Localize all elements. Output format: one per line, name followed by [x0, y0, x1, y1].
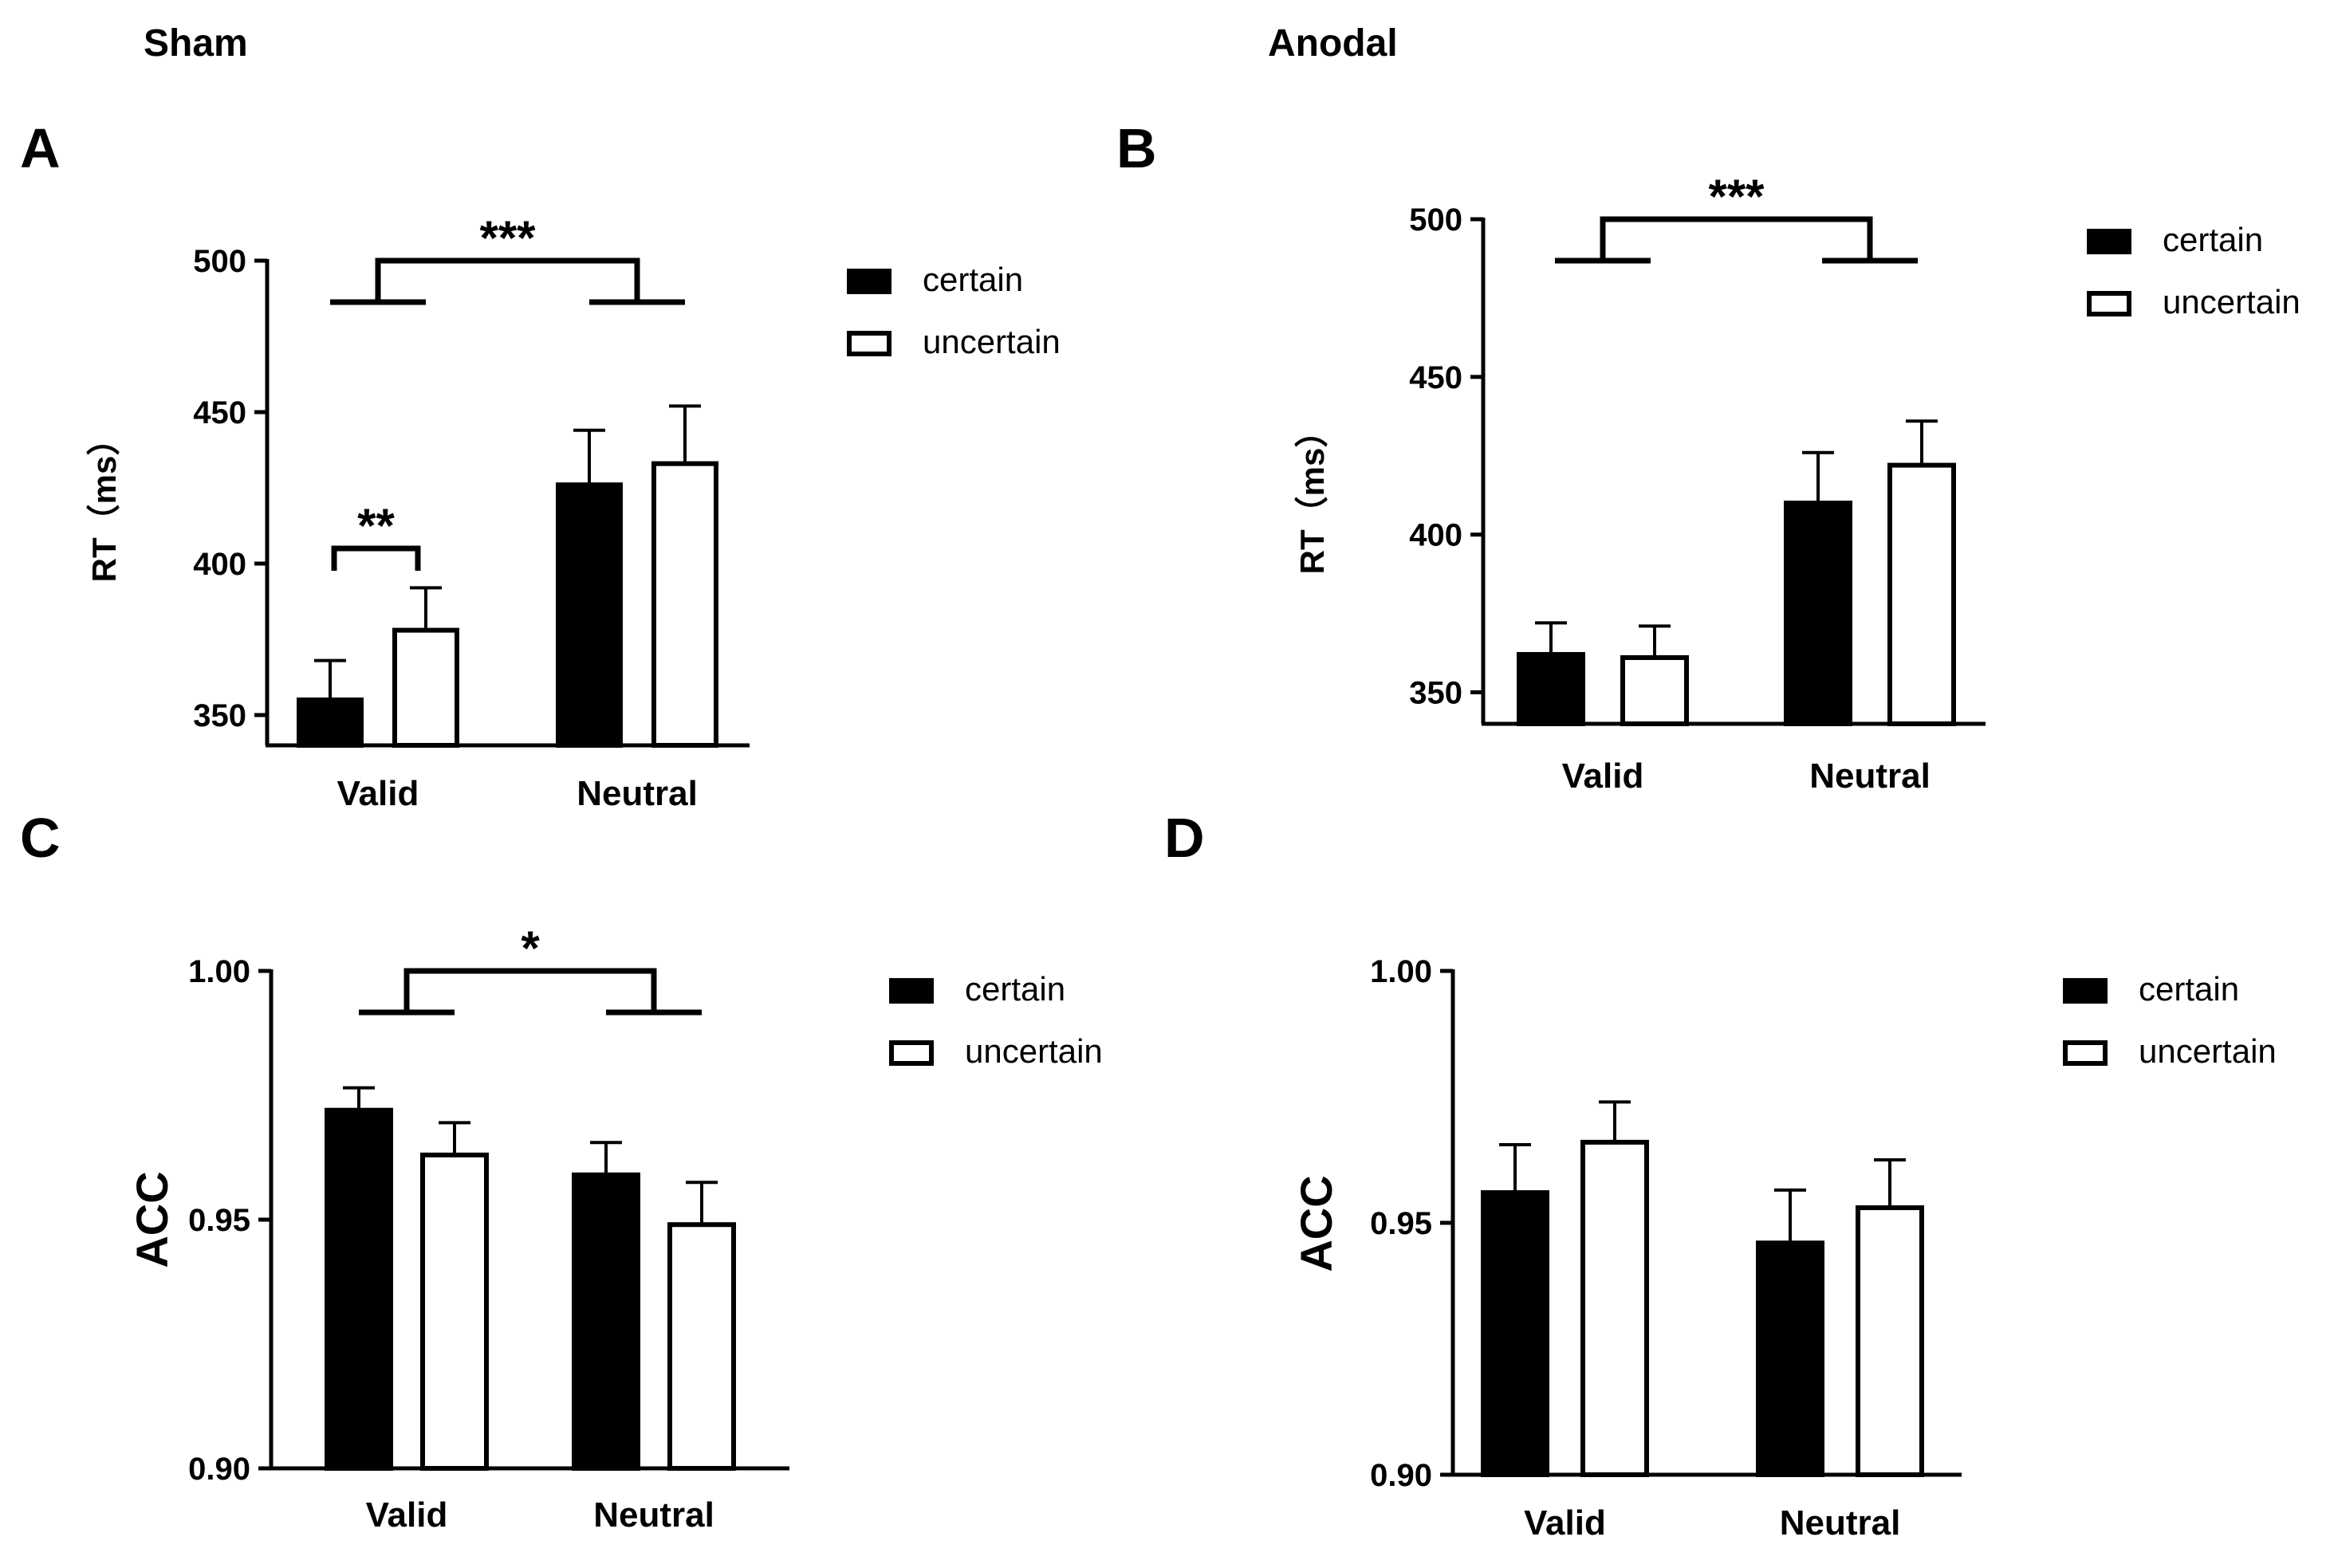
bar-a-uncertain-neutral [651, 461, 718, 748]
condition-title-anodal: Anodal [1268, 22, 1398, 65]
legend-swatch-a-certain [847, 269, 891, 294]
category-label-b: Neutral [1809, 756, 1931, 796]
bar-d-certain-valid [1481, 1190, 1549, 1477]
legend-label-c-certain: certain [965, 970, 1065, 1008]
significance-label-within-a: ** [357, 499, 395, 552]
y-axis-label-b: RT（ms） [1293, 415, 1331, 575]
significance-bracket-a [330, 257, 685, 305]
y-tick-label-a: 400 [193, 547, 246, 582]
bar-a-certain-neutral [556, 482, 623, 748]
legend-label-b-uncertain: uncertain [2163, 283, 2301, 320]
bar-a-certain-valid [297, 698, 364, 748]
y-tick-label-c: 0.90 [188, 1452, 250, 1487]
legend-swatch-d-uncertain [2063, 1040, 2108, 1066]
legend-label-c-uncertain: uncertain [965, 1032, 1103, 1070]
bar-c-certain-valid [325, 1107, 393, 1471]
y-tick-label-c: 0.95 [188, 1203, 250, 1238]
bar-d-uncertain-valid [1580, 1139, 1649, 1477]
legend-label-b-certain: certain [2163, 221, 2263, 258]
y-tick-label-d: 0.90 [1370, 1458, 1432, 1493]
legend-label-a-certain: certain [923, 261, 1023, 298]
legend-swatch-c-certain [889, 978, 934, 1004]
panel-letter-b: B [1116, 117, 1157, 179]
panel-letter-d: D [1164, 807, 1205, 869]
legend-swatch-b-certain [2087, 229, 2131, 254]
significance-bracket-within-a [331, 545, 421, 571]
bar-d-certain-neutral [1756, 1240, 1824, 1478]
condition-title-sham: Sham [144, 22, 248, 65]
category-label-a: Valid [337, 774, 419, 813]
category-label-a: Neutral [577, 774, 698, 813]
legend-label-d-uncertain: uncertain [2139, 1032, 2277, 1070]
y-axis-label-c: ACC [127, 1171, 177, 1267]
category-label-c: Neutral [593, 1495, 714, 1535]
category-label-b: Valid [1562, 756, 1644, 796]
significance-bracket-b [1555, 216, 1918, 264]
bar-b-certain-valid [1517, 651, 1585, 727]
bar-c-uncertain-valid [420, 1152, 489, 1471]
category-label-c: Valid [366, 1495, 448, 1535]
y-axis-label-d: ACC [1291, 1175, 1341, 1271]
y-tick-label-d: 0.95 [1370, 1206, 1432, 1241]
y-tick-label-b: 400 [1409, 518, 1462, 553]
y-tick-label-c: 1.00 [188, 954, 250, 989]
legend-swatch-a-uncertain [847, 331, 891, 356]
y-tick-label-a: 350 [193, 698, 246, 733]
bar-b-uncertain-valid [1620, 654, 1689, 727]
y-axis-label-a: RT（ms） [85, 422, 123, 583]
panel-c: C 0.90 0.95 1.00 ACC Valid Neutral * certain unce… [20, 807, 1103, 1535]
category-label-d: Valid [1524, 1503, 1606, 1542]
legend-label-d-certain: certain [2139, 970, 2239, 1008]
significance-label-a: *** [479, 211, 536, 265]
legend-swatch-c-uncertain [889, 1040, 934, 1066]
y-tick-label-a: 500 [193, 244, 246, 279]
y-tick-label-b: 500 [1409, 202, 1462, 238]
bar-c-uncertain-neutral [667, 1222, 736, 1471]
panel-b: B 350 400 450 500 RT（ms） Valid Neutral *** certai… [1116, 117, 2301, 796]
legend-swatch-d-certain [2063, 978, 2108, 1004]
significance-label-c: * [521, 922, 540, 975]
bar-a-uncertain-valid [392, 627, 459, 748]
bar-d-uncertain-neutral [1856, 1205, 1924, 1478]
category-label-d: Neutral [1780, 1503, 1901, 1542]
legend-swatch-b-uncertain [2087, 291, 2131, 316]
significance-bracket-c [359, 968, 702, 1016]
significance-label-b: *** [1708, 170, 1765, 223]
y-tick-label-a: 450 [193, 395, 246, 430]
panel-letter-a: A [20, 117, 61, 179]
bar-b-uncertain-neutral [1887, 462, 1956, 727]
y-tick-label-b: 450 [1409, 360, 1462, 395]
panel-letter-c: C [20, 807, 61, 869]
legend-label-a-uncertain: uncertain [923, 323, 1061, 360]
y-tick-label-d: 1.00 [1370, 954, 1432, 989]
bar-b-certain-neutral [1784, 501, 1852, 726]
y-tick-label-b: 350 [1409, 675, 1462, 710]
bar-c-certain-neutral [572, 1172, 640, 1471]
panel-d: D 0.90 0.95 1.00 ACC Valid Neutral certain uncer… [1164, 807, 2277, 1542]
